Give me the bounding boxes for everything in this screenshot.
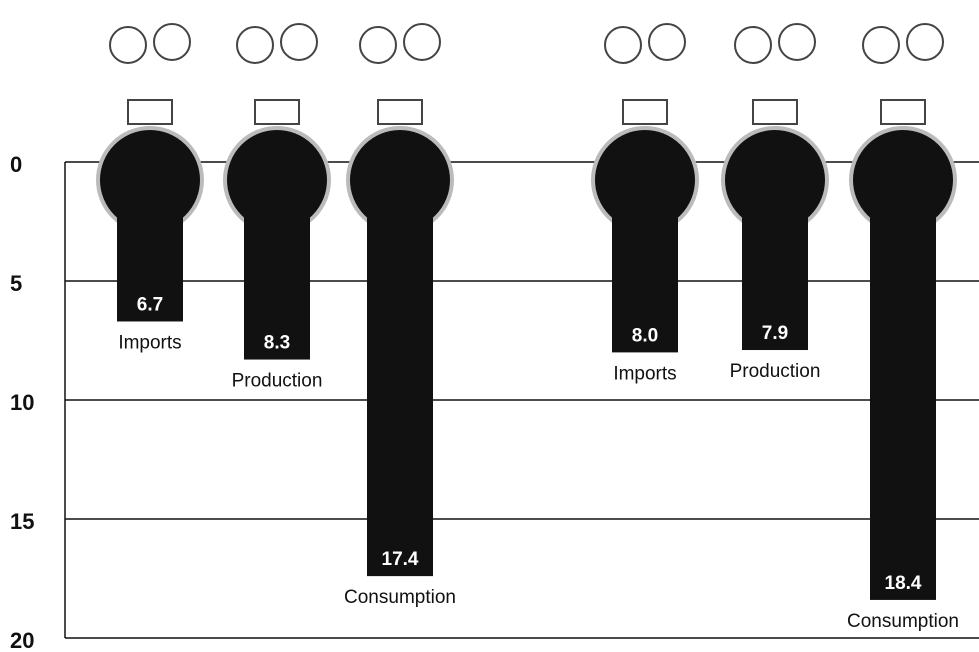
value-label: 7.9 (762, 323, 788, 344)
x-tick-label: Production (730, 361, 821, 382)
hand-icon (237, 27, 273, 63)
y-tick-label: 15 (10, 509, 34, 534)
value-label: 6.7 (137, 294, 163, 315)
value-label: 18.4 (885, 573, 922, 594)
hand-icon (110, 27, 146, 63)
x-tick-label: Imports (118, 332, 181, 353)
factory-icon (128, 100, 172, 124)
value-label: 8.3 (264, 333, 290, 354)
y-tick-label: 10 (10, 390, 34, 415)
hand-icon (735, 27, 771, 63)
bar (367, 202, 433, 576)
hand-icon (360, 27, 396, 63)
y-tick-label: 20 (10, 628, 34, 652)
hand-icon (605, 27, 641, 63)
x-tick-label: Consumption (344, 587, 456, 608)
factory-icon (378, 100, 422, 124)
factory-icon (753, 100, 797, 124)
bar (870, 202, 936, 600)
chart: 0 5 10 15 20 6.7 Imports 8.3 Production 17.4 Consu… (0, 0, 979, 652)
factory-icon (881, 100, 925, 124)
hand-icon (649, 24, 685, 60)
hand-icon (907, 24, 943, 60)
y-tick-label: 5 (10, 271, 22, 296)
y-tick-label: 0 (10, 152, 22, 177)
hand-icon (779, 24, 815, 60)
hand-icon (404, 24, 440, 60)
value-label: 8.0 (632, 325, 658, 346)
x-tick-label: Consumption (847, 611, 959, 632)
value-label: 17.4 (382, 549, 419, 570)
factory-icon (255, 100, 299, 124)
x-tick-label: Production (232, 371, 323, 392)
factory-icon (623, 100, 667, 124)
hand-icon (154, 24, 190, 60)
hand-icon (863, 27, 899, 63)
x-tick-label: Imports (613, 363, 676, 384)
hand-icon (281, 24, 317, 60)
